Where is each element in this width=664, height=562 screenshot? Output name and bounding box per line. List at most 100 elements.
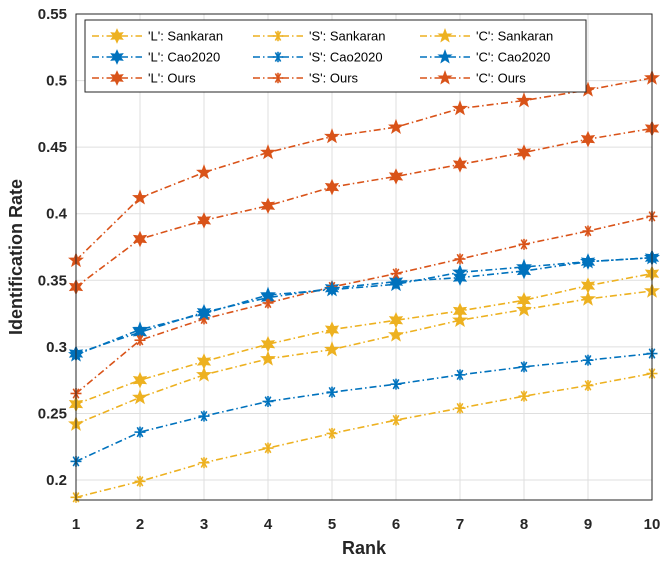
y-tick-label: 0.55 xyxy=(38,6,67,23)
data-point xyxy=(582,379,594,391)
data-point xyxy=(516,301,532,317)
y-tick-label: 0.2 xyxy=(46,472,67,489)
series-line xyxy=(75,352,653,463)
data-point xyxy=(196,212,212,229)
data-point xyxy=(196,366,212,382)
series-line xyxy=(75,290,653,425)
data-point xyxy=(452,156,468,173)
marker-hexagram xyxy=(110,70,124,86)
data-point xyxy=(132,189,148,205)
data-point xyxy=(132,371,148,389)
data-point xyxy=(196,305,212,321)
marker-pentagram xyxy=(132,189,148,205)
data-point xyxy=(388,168,404,185)
data-point xyxy=(388,326,404,342)
marker-pentagram xyxy=(196,164,212,180)
data-point xyxy=(134,334,146,346)
data-point xyxy=(516,92,532,108)
x-tick-label: 6 xyxy=(392,516,400,533)
data-point xyxy=(132,321,148,337)
legend-entry: 'C': Ours xyxy=(420,70,526,86)
data-point xyxy=(580,290,596,306)
data-point xyxy=(326,427,338,439)
marker-hexagram xyxy=(516,144,532,161)
data-point xyxy=(324,178,340,196)
x-tick-label: 9 xyxy=(584,516,592,533)
legend-entry: 'L': Cao2020 xyxy=(92,49,220,65)
data-point xyxy=(324,128,340,144)
marker-pentagram xyxy=(132,321,148,337)
marker-hexagram xyxy=(132,230,148,248)
marker-pentagram xyxy=(324,281,340,297)
data-point xyxy=(132,230,148,248)
data-point xyxy=(260,350,276,366)
x-tick-label: 8 xyxy=(520,516,528,533)
y-tick-label: 0.45 xyxy=(38,139,67,156)
marker-hexagram xyxy=(132,371,148,389)
marker-pentagram xyxy=(437,70,453,85)
data-point xyxy=(324,281,340,297)
marker-pentagram xyxy=(388,118,404,134)
data-point xyxy=(580,253,596,269)
data-point xyxy=(134,475,146,487)
data-point xyxy=(518,361,530,373)
x-tick-label: 4 xyxy=(264,516,273,533)
y-tick-label: 0.35 xyxy=(38,272,67,289)
data-point xyxy=(324,321,340,338)
legend-entry: 'S': Sankaran xyxy=(253,29,386,44)
legend-entry: 'S': Ours xyxy=(253,71,359,86)
marker-hexagram xyxy=(452,156,468,173)
data-point xyxy=(454,253,466,265)
plot-background xyxy=(76,14,652,500)
marker-hexagram xyxy=(110,28,124,44)
legend-label: 'L': Sankaran xyxy=(148,29,223,44)
legend-label: 'C': Sankaran xyxy=(476,29,553,44)
series-line xyxy=(75,256,653,355)
y-tick-label: 0.25 xyxy=(38,405,67,422)
marker-hexagram xyxy=(388,168,404,185)
data-point xyxy=(198,410,210,422)
marker-pentagram xyxy=(324,128,340,144)
marker-pentagram xyxy=(196,305,212,321)
marker-pentagram xyxy=(452,263,468,280)
marker-pentagram xyxy=(388,326,404,342)
x-tick-labels: 1 2 3 4 5 6 7 8 9 10 xyxy=(72,516,661,533)
legend-label: 'L': Ours xyxy=(148,71,196,86)
x-axis-label: Rank xyxy=(342,538,387,558)
x-tick-label: 5 xyxy=(328,516,336,533)
data-point xyxy=(580,130,596,148)
legend-label: 'C': Cao2020 xyxy=(476,50,550,65)
marker-hexagram xyxy=(260,197,276,214)
marker-pentagram xyxy=(452,100,468,116)
legend: 'L': Sankaran 'L': Cao2020 'L': Ours 'S': S… xyxy=(84,19,587,93)
data-point xyxy=(198,457,210,469)
legend-label: 'L': Cao2020 xyxy=(148,50,220,65)
marker-pentagram xyxy=(437,49,453,64)
series-line xyxy=(75,127,653,288)
legend-entry: 'C': Sankaran xyxy=(420,28,553,44)
marker-pentagram xyxy=(437,28,453,43)
x-tick-label: 1 xyxy=(72,516,80,533)
y-tick-label: 0.4 xyxy=(46,206,68,223)
data-point xyxy=(326,386,338,398)
legend-entry: 'S': Cao2020 xyxy=(253,50,383,65)
data-point xyxy=(260,144,276,160)
legend-box xyxy=(84,19,587,93)
x-tick-label: 10 xyxy=(644,516,661,533)
marker-pentagram xyxy=(196,366,212,382)
series-line xyxy=(75,77,653,261)
marker-hexagram xyxy=(580,130,596,148)
marker-hexagram xyxy=(110,49,124,65)
marker-pentagram xyxy=(516,301,532,317)
data-point xyxy=(452,311,468,328)
data-point xyxy=(582,354,594,366)
data-point xyxy=(452,100,468,116)
marker-pentagram xyxy=(132,389,148,405)
series-line xyxy=(75,372,653,499)
series-4 xyxy=(70,368,658,503)
legend-label: 'S': Cao2020 xyxy=(309,50,383,65)
data-point xyxy=(452,263,468,280)
legend-entry: 'L': Ours xyxy=(92,70,196,86)
marker-pentagram xyxy=(580,253,596,269)
